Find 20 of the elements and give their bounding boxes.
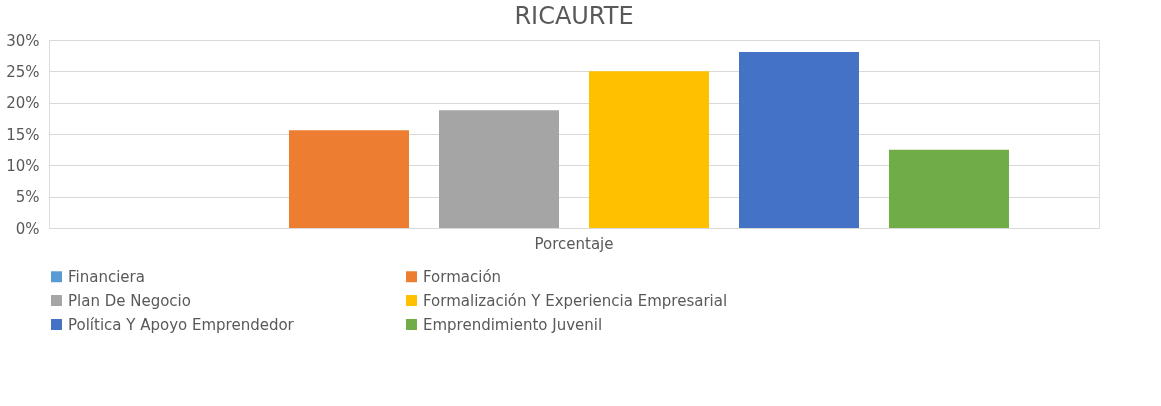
y-tick-label: 20% bbox=[6, 94, 40, 113]
y-tick-label: 10% bbox=[6, 156, 40, 175]
bar bbox=[589, 71, 709, 228]
y-tick-label: 0% bbox=[15, 219, 40, 238]
bar bbox=[889, 149, 1009, 228]
y-tick-label: 30% bbox=[6, 31, 40, 50]
y-tick-label: 25% bbox=[6, 62, 40, 81]
chart-title: RICAURTE bbox=[514, 2, 634, 30]
legend-label: Formalización Y Experiencia Empresarial bbox=[423, 291, 728, 310]
legend-label: Emprendimiento Juvenil bbox=[423, 315, 603, 334]
y-tick-label: 5% bbox=[15, 188, 40, 207]
bar bbox=[439, 110, 559, 228]
y-tick-label: 15% bbox=[6, 125, 40, 144]
legend-label: Financiera bbox=[68, 267, 145, 286]
legend-label: Formación bbox=[423, 267, 502, 286]
legend-label: Plan De Negocio bbox=[68, 291, 191, 310]
x-tick-label: Porcentaje bbox=[534, 234, 614, 253]
bar bbox=[289, 130, 409, 228]
legend-label: Política Y Apoyo Emprendedor bbox=[68, 315, 295, 334]
bar bbox=[739, 51, 859, 228]
